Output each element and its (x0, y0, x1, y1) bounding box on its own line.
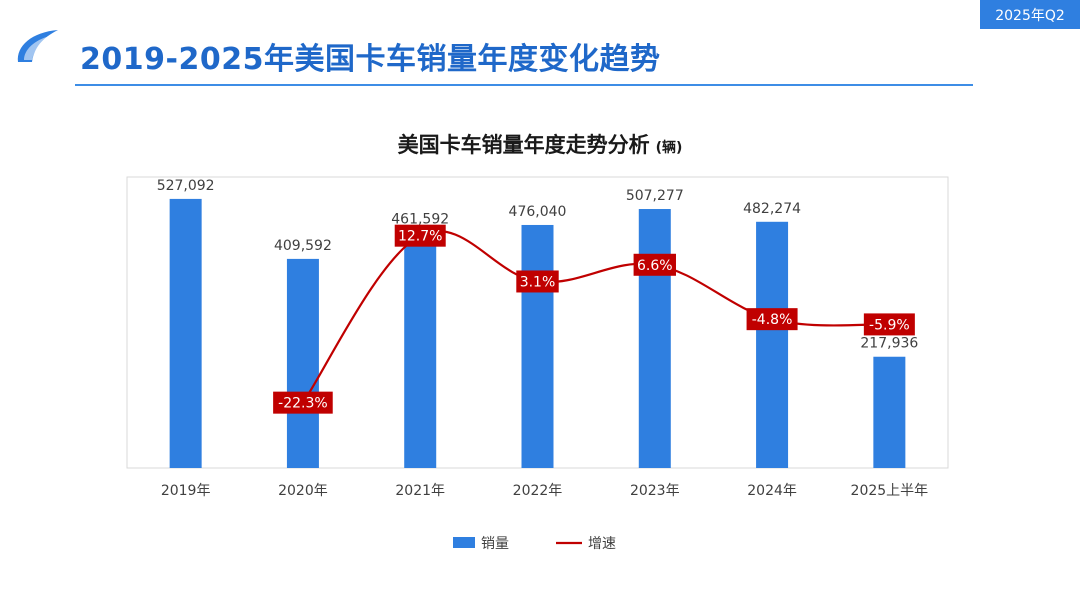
growth-label-box (746, 308, 798, 331)
growth-label-box (516, 270, 559, 293)
bar-2023年 (638, 209, 671, 469)
bar-2025上半年 (873, 356, 906, 468)
growth-value-label: -22.3% (278, 396, 328, 412)
bar-2022年 (521, 224, 554, 468)
bar-2020年 (286, 258, 319, 468)
x-tick-label: 2025上半年 (851, 483, 929, 499)
title-divider (75, 84, 973, 86)
bar-2024年 (756, 221, 789, 468)
legend-line-label: 增速 (588, 536, 616, 552)
bar-value-label: 482,274 (743, 201, 801, 217)
bar-value-label: 217,936 (860, 336, 918, 352)
growth-label-box (863, 313, 915, 336)
bar-value-label: 409,592 (274, 238, 332, 254)
bar-value-label: 461,592 (391, 211, 449, 227)
x-tick-label: 2022年 (513, 483, 563, 499)
legend-bar-swatch (453, 537, 475, 548)
chart-title: 美国卡车销量年度走势分析 (397, 133, 650, 157)
page-title: 2019-2025年美国卡车销量年度变化趋势 (80, 42, 661, 77)
bar-2019年 (169, 198, 202, 468)
chart-title-wrap: 美国卡车销量年度走势分析 (辆) (0, 129, 1080, 159)
growth-value-label: 3.1% (520, 274, 556, 290)
growth-value-label: -5.9% (869, 317, 910, 333)
growth-line (302, 229, 890, 404)
growth-label-box (394, 224, 446, 247)
growth-value-label: -4.8% (752, 312, 793, 328)
chart-unit: (辆) (655, 140, 683, 156)
bar-value-label: 476,040 (509, 204, 567, 220)
x-tick-label: 2020年 (278, 483, 328, 499)
x-tick-label: 2024年 (747, 483, 797, 499)
logo-icon (17, 30, 58, 62)
x-tick-label: 2019年 (161, 483, 211, 499)
bar-2021年 (404, 232, 437, 468)
x-tick-label: 2023年 (630, 483, 680, 499)
x-tick-label: 2021年 (395, 483, 445, 499)
growth-label-box (633, 253, 676, 276)
bar-value-label: 527,092 (157, 178, 215, 194)
period-badge: 2025年Q2 (980, 0, 1080, 29)
legend-bar-label: 销量 (481, 536, 509, 552)
bar-value-label: 507,277 (626, 188, 684, 204)
growth-label-box (273, 391, 333, 414)
growth-value-label: 12.7% (398, 229, 442, 245)
growth-value-label: 6.6% (637, 258, 673, 274)
